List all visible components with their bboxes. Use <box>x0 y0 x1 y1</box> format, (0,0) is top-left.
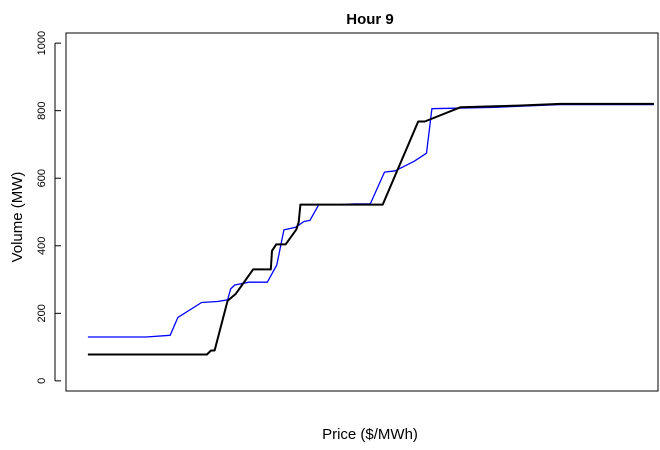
y-tick-label: 0 <box>36 378 48 384</box>
x-axis-label: Price ($/MWh) <box>322 426 418 443</box>
y-axis: 0 200 400 600 800 1000 <box>36 31 61 384</box>
chart-title: Hour 9 <box>346 11 394 28</box>
y-tick-label: 800 <box>36 101 48 119</box>
y-tick-label: 200 <box>36 304 48 322</box>
y-tick-label: 600 <box>36 169 48 187</box>
series-layer <box>87 102 654 356</box>
y-axis-label: Volume (MW) <box>9 172 26 263</box>
plot-frame <box>65 32 659 392</box>
y-tick-label: 400 <box>36 237 48 255</box>
y-tick-label: 1000 <box>36 31 48 55</box>
series-line-1 <box>87 103 654 338</box>
series-line-2 <box>87 102 654 356</box>
